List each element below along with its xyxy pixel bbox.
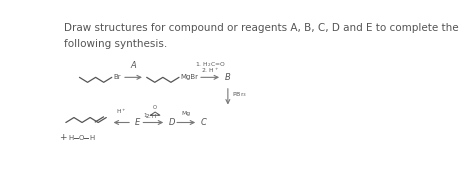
Text: Mg: Mg: [182, 111, 191, 116]
Text: Br: Br: [114, 74, 121, 80]
Text: following synthesis.: following synthesis.: [64, 39, 167, 49]
Text: 1.: 1.: [143, 113, 148, 118]
Text: H: H: [68, 135, 73, 141]
Text: H$^+$: H$^+$: [116, 107, 127, 116]
Text: Draw structures for compound or reagents A, B, C, D and E to complete the: Draw structures for compound or reagents…: [64, 23, 458, 33]
Text: O: O: [78, 135, 83, 141]
Text: A: A: [130, 61, 137, 70]
Text: B: B: [225, 73, 231, 82]
Text: H: H: [89, 135, 94, 141]
Text: C: C: [201, 118, 206, 127]
Text: +: +: [59, 133, 67, 142]
Text: 2. H$^+$: 2. H$^+$: [145, 112, 162, 121]
Text: 1. H$_2$C=O: 1. H$_2$C=O: [195, 61, 225, 70]
Text: MgBr: MgBr: [181, 74, 199, 80]
Text: D: D: [168, 118, 175, 127]
Text: 2. H$^+$: 2. H$^+$: [201, 66, 219, 75]
Text: E: E: [135, 118, 140, 127]
Text: PBr$_3$: PBr$_3$: [232, 90, 247, 99]
Text: O: O: [153, 105, 157, 111]
